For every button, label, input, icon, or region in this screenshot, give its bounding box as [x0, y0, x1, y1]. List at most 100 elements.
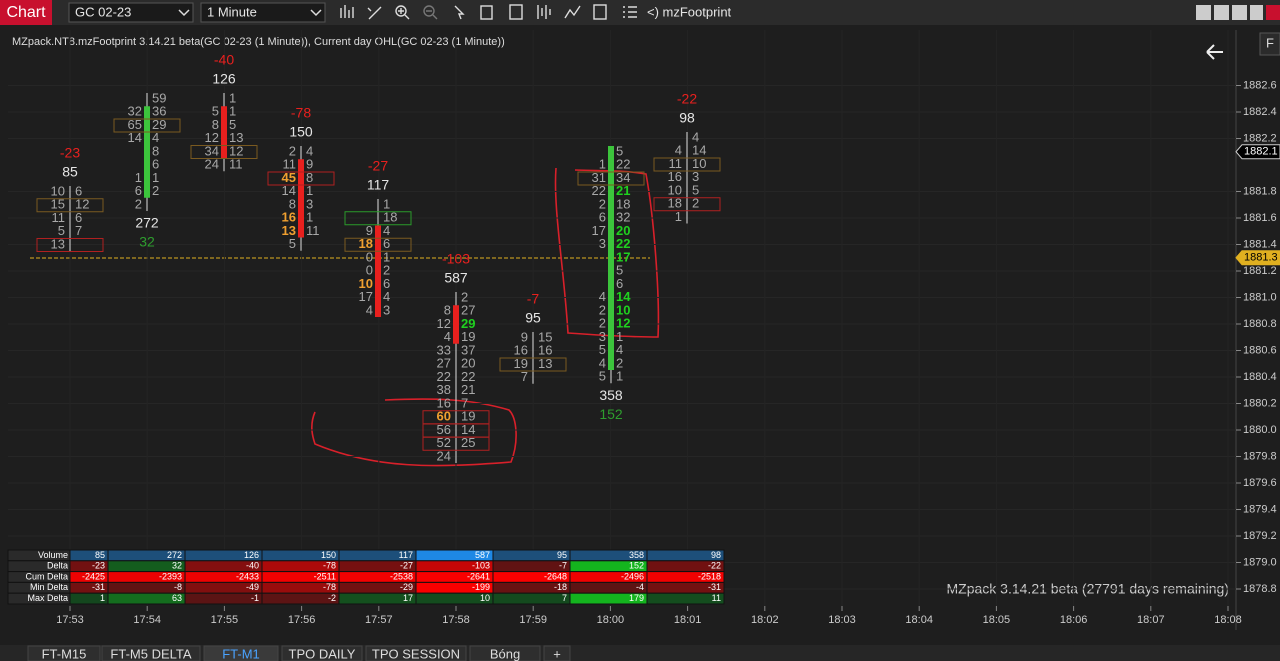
panel-button[interactable]	[1259, 32, 1280, 56]
bid-volume: 10	[51, 183, 65, 198]
table-cell	[646, 592, 725, 605]
time-label: 18:07	[1137, 614, 1165, 626]
tab-label[interactable]: Bóng	[490, 646, 520, 661]
price-marker	[1235, 250, 1280, 266]
ask-volume: 15	[538, 329, 552, 344]
table-row-label: Volume	[38, 550, 68, 560]
table-value: 117	[399, 550, 413, 560]
bid-volume: 16	[437, 395, 451, 410]
panel-button-label: F	[1266, 35, 1274, 50]
tab[interactable]	[203, 645, 279, 661]
bid-volume: 5	[58, 223, 65, 238]
annotations	[311, 167, 660, 467]
bid-volume: 9	[521, 329, 528, 344]
tab-label[interactable]: +	[553, 646, 561, 661]
ask-volume: 10	[692, 156, 706, 171]
dropdown-arrow	[310, 9, 322, 17]
tab[interactable]	[469, 645, 541, 661]
bid-volume: 4	[599, 355, 606, 370]
cell-box	[36, 238, 104, 252]
ask-volume: 6	[616, 276, 623, 291]
price-label: 1881.4	[1243, 238, 1277, 250]
tab[interactable]	[27, 645, 101, 661]
ask-volume: 6	[75, 210, 82, 225]
price-axis-panel	[1236, 30, 1280, 630]
back-arrow[interactable]	[1206, 44, 1223, 60]
column-stat: 152	[599, 406, 623, 422]
ask-volume: 4	[692, 129, 699, 144]
table-value: 358	[629, 550, 644, 560]
price-marker-label: 1882.1	[1244, 146, 1278, 158]
bid-volume: 15	[51, 197, 65, 212]
bid-volume: 27	[437, 356, 451, 371]
ask-volume: 21	[461, 382, 475, 397]
time-label: 18:06	[1060, 614, 1088, 626]
ask-volume: 1	[306, 210, 313, 225]
instrument-select[interactable]	[68, 2, 194, 23]
table-row-label: Max Delta	[27, 593, 68, 603]
ask-volume: 19	[461, 329, 475, 344]
bid-volume: 17	[359, 289, 373, 304]
interval-select[interactable]	[200, 2, 326, 23]
cell-box	[190, 145, 258, 159]
price-label: 1882.4	[1243, 106, 1277, 118]
tab[interactable]	[543, 645, 571, 661]
app-badge	[0, 0, 52, 25]
bid-volume: 65	[128, 117, 142, 132]
bid-volume: 2	[599, 316, 606, 331]
bid-volume: 18	[668, 196, 682, 211]
candle-body	[375, 225, 381, 317]
tab-label[interactable]: TPO DAILY	[289, 646, 356, 661]
ask-volume: 6	[152, 157, 159, 172]
ask-volume: 16	[538, 343, 552, 358]
price-label: 1879.8	[1243, 450, 1277, 462]
ask-volume: 11	[306, 223, 320, 238]
ask-volume: 1	[383, 249, 390, 264]
table-value: 98	[711, 550, 721, 560]
table-value: -2425	[82, 571, 105, 581]
column-stat: 272	[135, 215, 159, 231]
candle-body	[608, 146, 614, 370]
table-value: -2	[328, 593, 336, 603]
toolbar-icons[interactable]	[340, 4, 637, 20]
ask-volume: 1	[306, 183, 313, 198]
tab-label[interactable]: FT-M15	[42, 646, 87, 661]
bid-volume: 18	[359, 236, 373, 251]
ask-volume: 1	[229, 104, 236, 119]
price-label: 1879.4	[1243, 503, 1277, 515]
tab-label[interactable]: TPO SESSION	[372, 646, 460, 661]
ask-volume: 18	[616, 196, 630, 211]
ask-volume: 12	[75, 197, 89, 212]
ask-volume: 18	[383, 210, 397, 225]
bid-volume: 1	[675, 209, 682, 224]
ask-volume: 29	[152, 117, 166, 132]
table-value: 17	[403, 593, 413, 603]
tab-label[interactable]: FT-M5 DELTA	[110, 646, 191, 661]
ask-volume: 4	[152, 130, 159, 145]
tab[interactable]	[365, 645, 467, 661]
table-value: 272	[167, 550, 182, 560]
ask-volume: 59	[152, 90, 166, 105]
table-value: -7	[559, 561, 567, 571]
ask-volume: 21	[616, 183, 630, 198]
table-value: -103	[472, 561, 490, 571]
tab-label[interactable]: FT-M1	[222, 646, 260, 661]
ask-volume: 2	[692, 196, 699, 211]
ask-volume: 11	[229, 157, 243, 172]
window-buttons[interactable]	[1196, 5, 1280, 20]
ask-volume: 3	[692, 169, 699, 184]
table-value: -31	[708, 582, 721, 592]
tab[interactable]	[281, 645, 363, 661]
ask-volume: 19	[461, 409, 475, 424]
candle-body	[144, 106, 150, 198]
bid-volume: 8	[289, 196, 296, 211]
ask-volume: 3	[306, 196, 313, 211]
table-value: 152	[629, 561, 644, 571]
cell-box	[422, 436, 490, 451]
bid-volume: 8	[212, 117, 219, 132]
ask-volume: 22	[461, 369, 475, 384]
tab[interactable]	[101, 645, 201, 661]
bid-volume: 11	[669, 156, 683, 171]
time-label: 18:05	[983, 614, 1011, 626]
cell-box	[344, 237, 412, 252]
